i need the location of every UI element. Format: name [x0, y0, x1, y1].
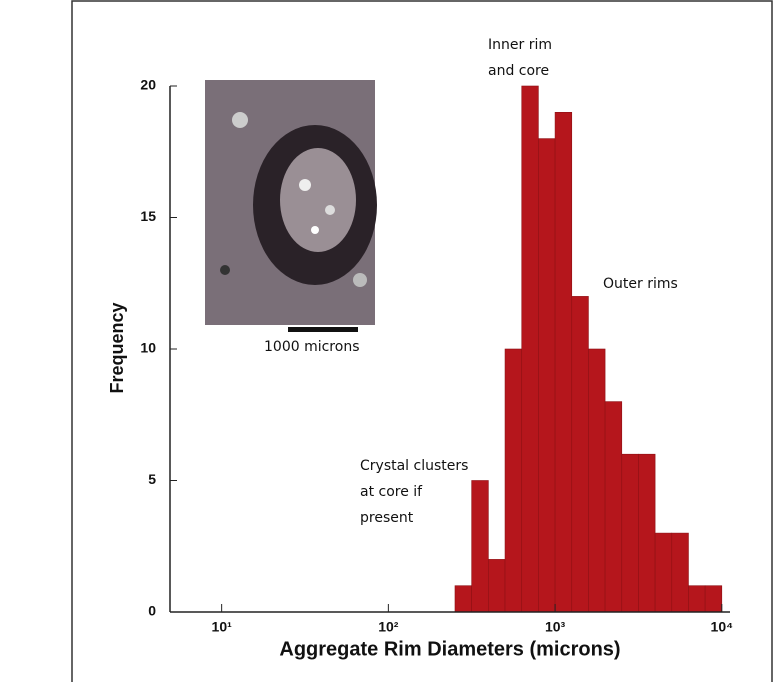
page: {"chart_data": {"type": "histogram", "xl… [0, 0, 773, 682]
annotation: 1000 microns [264, 339, 359, 355]
bar [605, 402, 622, 612]
x-tick-label: 10² [378, 619, 399, 635]
y-tick-label: 0 [148, 603, 156, 619]
bar [688, 586, 705, 612]
bar [505, 349, 522, 612]
bar [655, 533, 672, 612]
bar [672, 533, 689, 612]
bar [522, 86, 539, 612]
bar [538, 139, 555, 612]
x-tick-label: 10¹ [212, 619, 233, 635]
x-axis-title: Aggregate Rim Diameters (microns) [279, 638, 620, 660]
y-tick-label: 20 [140, 77, 156, 93]
bar [488, 559, 505, 612]
x-tick-label: 10³ [545, 619, 566, 635]
chart: 0 5 10 15 20 10¹ 10² 10³ 10⁴ Aggregate Rim Diamet… [0, 0, 773, 682]
bar [555, 112, 572, 612]
y-axis-title: Frequency [107, 302, 127, 393]
y-tick-label: 10 [140, 340, 156, 356]
y-tick-label: 15 [140, 208, 156, 224]
annotation: Crystal clusters [360, 458, 468, 474]
bar [472, 481, 489, 613]
bar [588, 349, 605, 612]
annotation: Inner rim [488, 37, 552, 53]
inset-micrograph [205, 80, 377, 332]
bar [638, 454, 655, 612]
bar [622, 454, 639, 612]
annotation: present [360, 510, 414, 526]
annotation: and core [488, 63, 549, 79]
annotation: at core if [360, 484, 423, 500]
x-tick-label: 10⁴ [711, 619, 734, 635]
bar [572, 296, 589, 612]
annotation: Outer rims [603, 276, 678, 292]
bar [705, 586, 722, 612]
y-tick-label: 5 [148, 471, 156, 487]
bar [455, 586, 472, 612]
